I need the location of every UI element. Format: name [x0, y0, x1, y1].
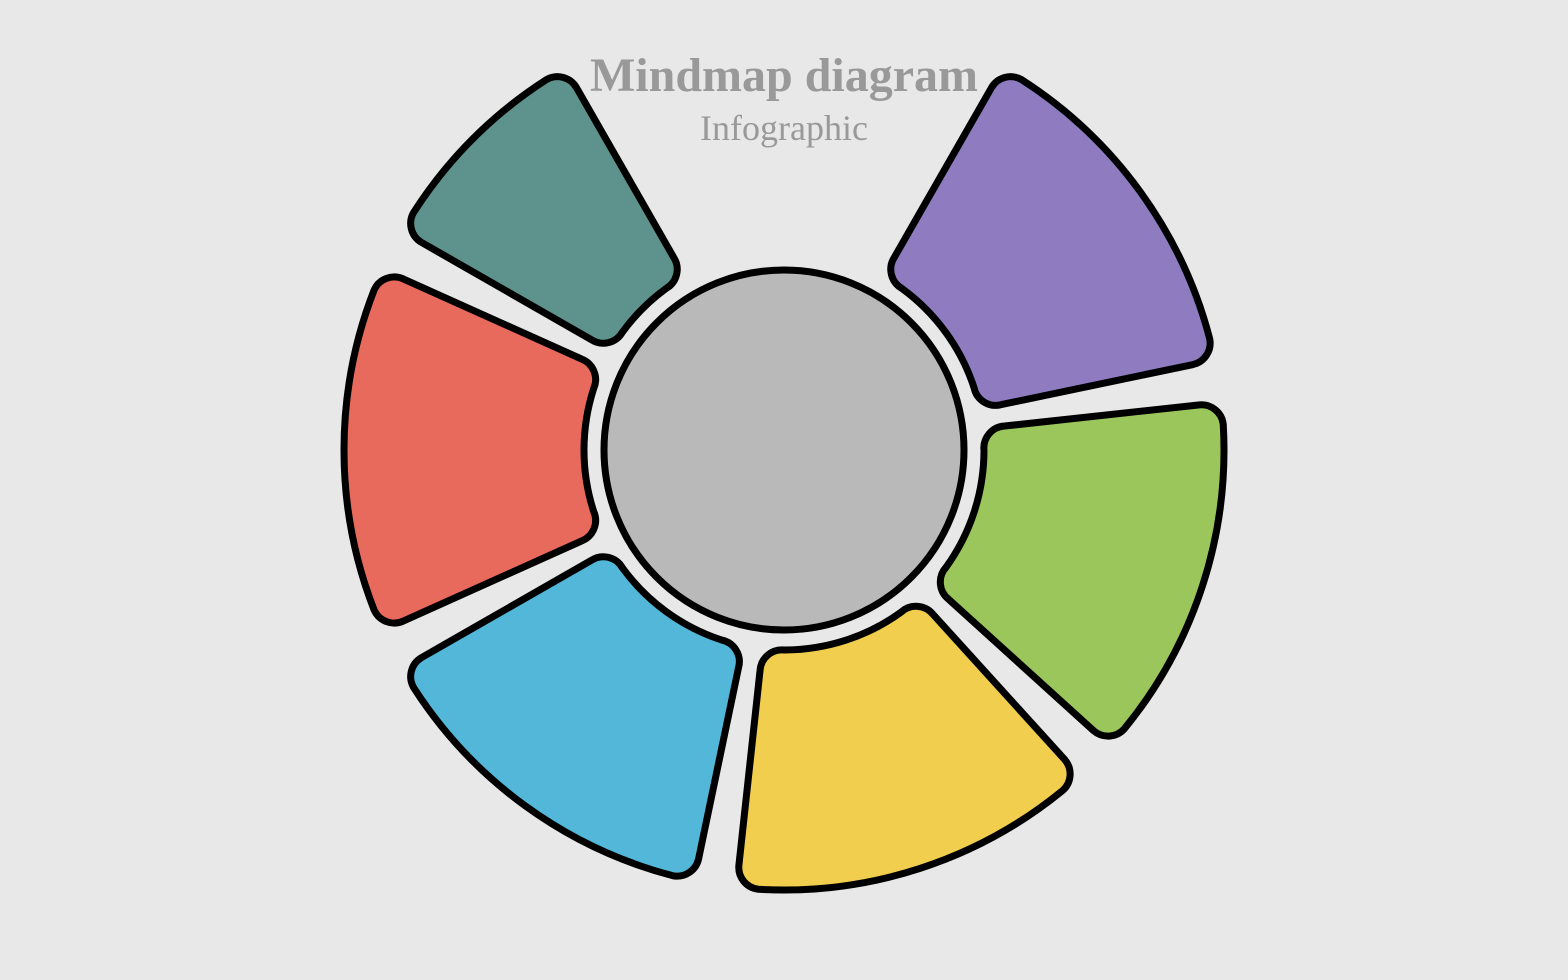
title-block: Mindmap diagram Infographic: [590, 50, 978, 149]
title-sub: Infographic: [590, 107, 978, 149]
diagram-container: Mindmap diagram Infographic: [0, 0, 1568, 980]
center-circle: [604, 270, 964, 630]
segment-red: [344, 277, 596, 623]
title-main: Mindmap diagram: [590, 50, 978, 103]
